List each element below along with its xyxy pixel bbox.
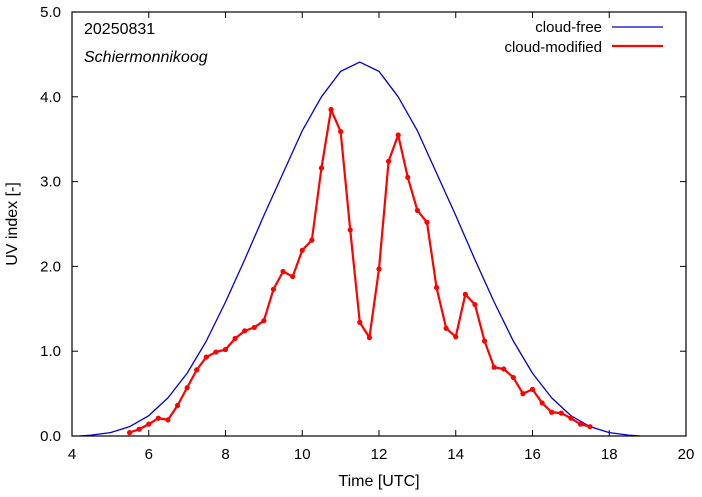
data-point (501, 366, 507, 372)
data-point (136, 426, 142, 432)
data-point (568, 415, 574, 421)
data-point (376, 266, 382, 272)
y-axis-title: UV index [-] (4, 182, 21, 266)
annotation-date: 20250831 (84, 21, 155, 38)
data-point (577, 421, 584, 427)
data-point (290, 273, 296, 280)
data-point (549, 409, 555, 415)
data-point (424, 219, 430, 225)
y-tick-label: 4.0 (40, 89, 61, 106)
data-point (232, 335, 238, 342)
x-tick-label: 4 (68, 446, 76, 463)
legend-label-cloud-free: cloud-free (535, 19, 602, 36)
data-point (126, 430, 133, 436)
y-tick-label: 1.0 (40, 343, 61, 360)
data-point (155, 415, 161, 421)
y-tick-label: 0.0 (40, 428, 61, 445)
x-tick-label: 8 (221, 446, 229, 463)
data-point (510, 374, 516, 381)
data-point (203, 354, 209, 360)
legend: cloud-free cloud-modified (504, 19, 663, 56)
data-point (558, 410, 564, 416)
data-point (357, 319, 363, 325)
annotation-location: Schiermonnikoog (84, 49, 208, 66)
data-point (174, 402, 181, 409)
ticks-layer: 4 6 8 10 12 14 16 18 20 0.0 1.0 2.0 3.0 4.0 5.0 (40, 4, 694, 463)
data-point (222, 346, 229, 353)
data-point (366, 335, 373, 341)
data-point (520, 391, 526, 397)
series-layer (79, 61, 640, 437)
data-point (338, 128, 344, 135)
legend-label-cloud-modified: cloud-modified (504, 39, 602, 56)
data-point (146, 421, 152, 427)
x-axis-title: Time [UTC] (338, 473, 419, 490)
data-point (299, 247, 305, 253)
data-point (261, 318, 267, 324)
x-tick-label: 6 (145, 446, 153, 463)
data-point (414, 207, 420, 214)
x-tick-label: 12 (371, 446, 388, 463)
data-point (395, 132, 401, 138)
data-point (481, 338, 488, 344)
data-point (472, 301, 478, 308)
series-line-cloud-free (79, 61, 640, 437)
data-point (529, 386, 536, 392)
y-tick-label: 5.0 (40, 4, 61, 21)
x-tick-label: 18 (601, 446, 618, 463)
data-point (165, 417, 171, 423)
y-tick-label: 2.0 (40, 258, 61, 275)
y-tick-label: 3.0 (40, 174, 61, 191)
data-point (453, 334, 459, 340)
data-point (270, 286, 277, 292)
x-tick-label: 14 (447, 446, 464, 463)
data-point (539, 400, 545, 406)
data-point (385, 158, 392, 164)
x-tick-label: 20 (678, 446, 695, 463)
data-point (433, 285, 440, 291)
data-point (251, 324, 257, 331)
data-point (280, 268, 286, 275)
data-point (587, 424, 593, 430)
x-tick-label: 10 (294, 446, 311, 463)
x-tick-label: 16 (524, 446, 541, 463)
plot-frame (71, 11, 687, 437)
data-point (213, 349, 219, 355)
data-point (318, 165, 325, 171)
data-point (184, 385, 190, 391)
data-point (491, 364, 497, 370)
data-point (405, 174, 411, 180)
data-point (328, 106, 334, 113)
data-point (347, 227, 353, 233)
data-point (443, 325, 449, 331)
data-point (462, 291, 468, 297)
data-point (194, 367, 200, 373)
data-point (309, 237, 315, 243)
data-point (242, 328, 248, 334)
